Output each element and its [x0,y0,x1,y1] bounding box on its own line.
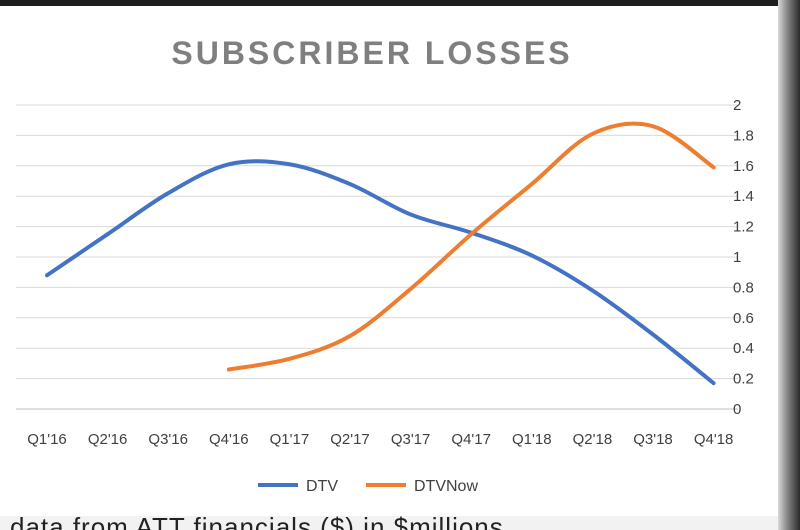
series-lines [45,121,716,386]
y-tick-label: 1.2 [733,219,754,236]
y-tick-label: 1.8 [733,127,754,144]
x-tick-label: Q4'16 [209,431,249,448]
x-tick-label: Q1'16 [27,431,67,448]
bottom-caption: data from ATT financials ($) in $million… [10,516,504,530]
x-tick-label: Q3'18 [633,431,673,448]
x-tick-label: Q2'17 [330,431,370,448]
x-tick-label: Q1'18 [512,431,552,448]
y-tick-label: 1.4 [733,188,754,205]
y-tick-label: 1 [733,249,741,266]
x-tick-label: Q3'17 [391,431,431,448]
x-tick-label: Q1'17 [270,431,310,448]
y-tick-label: 1.6 [733,158,754,175]
y-tick-label: 0.8 [733,279,754,296]
y-tick-label: 0.6 [733,310,754,327]
legend-label: DTVNow [414,478,478,495]
bottom-strip: data from ATT financials ($) in $million… [0,516,778,530]
x-tick-label: Q3'16 [148,431,188,448]
y-tick-label: 2 [733,97,741,114]
series-line-dtvnow [226,121,716,372]
legend-label: DTV [306,478,338,495]
right-edge [778,0,800,530]
x-tick-label: Q2'16 [88,431,128,448]
x-tick-labels: Q1'16 Q2'16 Q3'16 Q4'16 Q1'17 Q2'17 Q3'17 Q4'17… [27,431,733,448]
x-tick-label: Q2'18 [573,431,613,448]
chart-title: SUBSCRIBER LOSSES [171,35,572,71]
legend: DTV DTVNow [258,478,478,495]
top-border [0,0,800,6]
y-tick-label: 0.2 [733,371,754,388]
chart-card [0,6,778,516]
x-tick-label: Q4'18 [694,431,734,448]
y-tick-labels: 0 0.2 0.4 0.6 0.8 1 1.2 1.4 1.6 1.8 2 [733,97,754,418]
x-tick-label: Q4'17 [451,431,491,448]
y-tick-label: 0.4 [733,340,754,357]
y-tick-label: 0 [733,401,741,418]
gridlines [16,104,738,410]
series-line-dtv [45,159,716,386]
